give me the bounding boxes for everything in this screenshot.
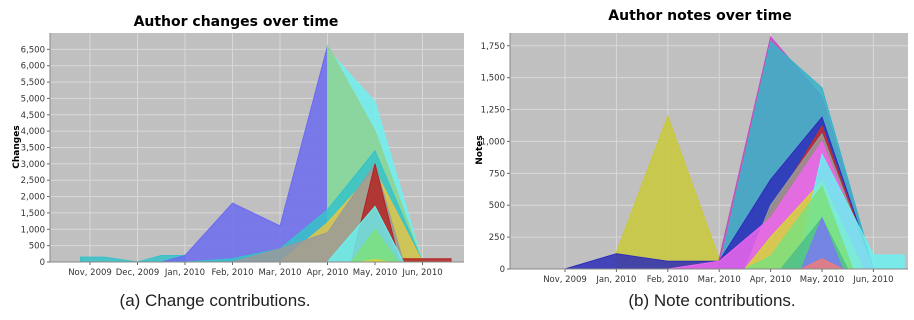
y-tick-label: 2,000 [21, 193, 45, 203]
y-tick-label: 1,000 [481, 137, 505, 147]
y-tick-label: 1,500 [21, 209, 45, 219]
y-axis-label: Notes [475, 135, 485, 164]
y-tick-label: 1,750 [481, 42, 505, 52]
x-tick-label: Jan, 2010 [595, 275, 636, 285]
y-tick-label: 4,500 [21, 111, 45, 121]
chart-title: Author changes over time [134, 14, 339, 30]
x-ticks: Nov, 2009 Dec, 2009 Jan, 2010 Feb, 2010 Mar,… [50, 261, 464, 278]
y-ticks: 0 500 1,000 1,500 2,000 2,500 3,000 3,500 4,000 4… [21, 33, 51, 268]
x-tick-label: Apr, 2010 [307, 268, 349, 278]
y-tick-label: 6,000 [21, 62, 45, 72]
y-tick-label: 5,000 [21, 94, 45, 104]
y-axis-label: Changes [12, 125, 22, 168]
y-tick-label: 750 [489, 169, 505, 179]
y-tick-label: 5,500 [21, 78, 45, 88]
series-areas [80, 44, 452, 263]
y-tick-label: 1,500 [481, 74, 505, 84]
y-tick-label: 2,500 [21, 176, 45, 186]
x-tick-label: Feb, 2010 [211, 268, 253, 278]
x-tick-label: Feb, 2010 [647, 275, 689, 285]
x-tick-label: Dec, 2009 [116, 268, 159, 278]
x-tick-label: Jun, 2010 [852, 275, 893, 285]
caption: (a) Change contributions. [120, 291, 311, 310]
x-tick-label: Apr, 2010 [750, 275, 792, 285]
y-tick-label: 1,250 [481, 106, 505, 116]
chart-changes: Author changes over time 0 500 1,000 1,500 2… [12, 14, 464, 310]
y-tick-label: 500 [29, 242, 45, 252]
x-tick-label: Nov, 2009 [543, 275, 587, 285]
y-tick-label: 4,000 [21, 127, 45, 137]
caption: (b) Note contributions. [628, 291, 795, 310]
x-tick-label: May, 2010 [353, 268, 398, 278]
y-tick-label: 250 [489, 233, 505, 243]
x-tick-label: Mar, 2010 [258, 268, 301, 278]
y-tick-label: 500 [489, 201, 505, 211]
x-tick-label: Nov, 2009 [68, 268, 112, 278]
chart-notes: Author notes over time 0 250 500 750 1,000 1,… [475, 8, 908, 310]
x-tick-label: Jan, 2010 [164, 268, 205, 278]
x-tick-label: May, 2010 [800, 275, 845, 285]
y-ticks: 0 250 500 750 1,000 1,250 1,500 1,750 [481, 33, 511, 275]
chart-title: Author notes over time [608, 8, 791, 24]
y-tick-label: 0 [40, 258, 45, 268]
series-areas [564, 35, 905, 270]
y-tick-label: 6,500 [21, 45, 45, 55]
x-tick-label: Jun, 2010 [401, 268, 442, 278]
y-tick-label: 3,500 [21, 144, 45, 154]
y-tick-label: 0 [500, 265, 505, 275]
x-tick-label: Mar, 2010 [698, 275, 741, 285]
y-tick-label: 1,000 [21, 225, 45, 235]
x-ticks: Nov, 2009 Jan, 2010 Feb, 2010 Mar, 2010 Apr,… [510, 268, 908, 285]
y-tick-label: 3,000 [21, 160, 45, 170]
